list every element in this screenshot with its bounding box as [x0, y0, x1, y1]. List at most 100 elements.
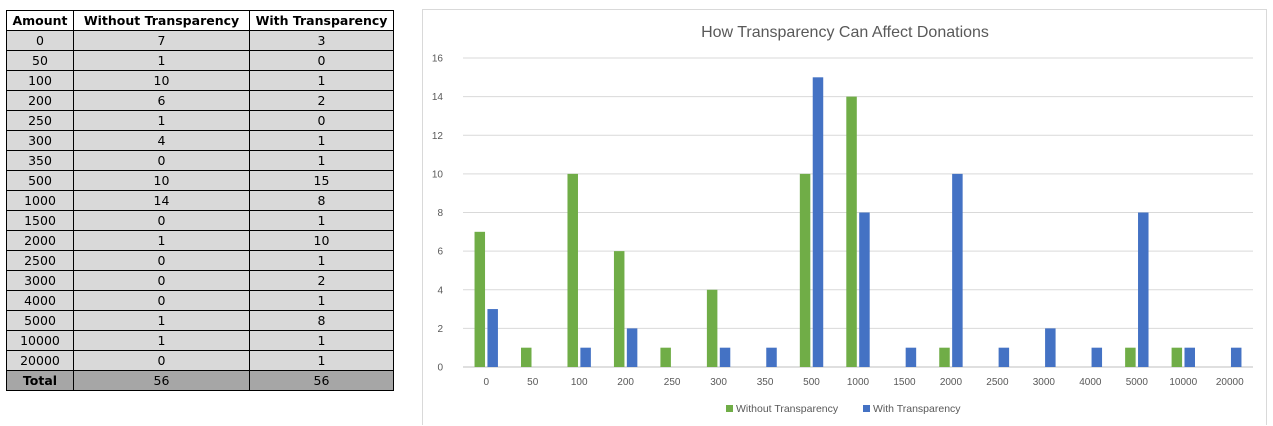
y-tick-label: 12	[432, 131, 444, 142]
bar-with-transparency	[487, 309, 498, 367]
cell-amount: 200	[6, 90, 74, 111]
table-body: 0 7 3 50 1 0 100 10 1 200 6 2 250 1 0 300 4 1 350 0 1 500 10 15…	[6, 30, 394, 391]
x-tick-label: 350	[757, 377, 774, 388]
x-tick-label: 500	[803, 377, 820, 388]
y-tick-label: 2	[437, 324, 443, 335]
cell-amount: 1000	[6, 190, 74, 211]
cell-amount: 10000	[6, 330, 74, 351]
table-row: 100 10 1	[6, 70, 394, 91]
table-row: 3000 0 2	[6, 270, 394, 291]
x-tick-label: 20000	[1216, 377, 1244, 388]
chart-title: How Transparency Can Affect Donations	[701, 24, 989, 41]
bar-with-transparency	[1045, 328, 1056, 367]
cell-with-transparency: 8	[249, 310, 394, 331]
y-tick-label: 4	[437, 285, 443, 296]
x-tick-label: 100	[571, 377, 588, 388]
cell-with-transparency: 1	[249, 130, 394, 151]
cell-without-transparency: 0	[73, 250, 250, 271]
table-row: 20000 0 1	[6, 350, 394, 371]
y-tick-label: 10	[432, 169, 444, 180]
cell-amount: 2000	[6, 230, 74, 251]
bar-with-transparency	[998, 347, 1010, 367]
table-row: 5000 1 8	[6, 310, 394, 331]
table-row: 500 10 15	[6, 170, 394, 191]
cell-with-transparency: 15	[249, 170, 394, 191]
total-without-transparency: 56	[73, 370, 250, 391]
bar-with-transparency	[859, 212, 870, 367]
bar-with-transparency	[1184, 347, 1195, 367]
table-row: 2500 0 1	[6, 250, 394, 271]
cell-amount: 2500	[6, 250, 74, 271]
x-tick-label: 3000	[1033, 377, 1056, 388]
cell-without-transparency: 10	[73, 170, 250, 191]
cell-amount: 0	[6, 30, 74, 51]
bar-without-transparency	[660, 347, 671, 367]
legend: Without Transparency With Transparency	[726, 403, 961, 415]
bar-without-transparency	[706, 289, 718, 367]
cell-without-transparency: 10	[73, 70, 250, 91]
cell-with-transparency: 2	[249, 90, 394, 111]
cell-amount: 5000	[6, 310, 74, 331]
y-tick-label: 8	[437, 208, 443, 219]
header-amount: Amount	[6, 10, 74, 31]
x-tick-label: 200	[617, 377, 634, 388]
table-row: 250 1 0	[6, 110, 394, 131]
total-label: Total	[6, 370, 74, 391]
table-row: 2000 1 10	[6, 230, 394, 251]
x-tick-label: 2500	[986, 377, 1009, 388]
x-tick-label: 10000	[1169, 377, 1197, 388]
cell-without-transparency: 0	[73, 350, 250, 371]
bar-without-transparency	[846, 96, 857, 367]
table-row: 350 0 1	[6, 150, 394, 171]
cell-amount: 4000	[6, 290, 74, 311]
x-tick-label: 4000	[1079, 377, 1102, 388]
table-row: 300 4 1	[6, 130, 394, 151]
cell-without-transparency: 0	[73, 210, 250, 231]
cell-with-transparency: 1	[249, 330, 394, 351]
table-row: 1000 14 8	[6, 190, 394, 211]
cell-with-transparency: 1	[249, 150, 394, 171]
cell-without-transparency: 1	[73, 50, 250, 71]
table-row: 1500 0 1	[6, 210, 394, 231]
legend-label: With Transparency	[873, 403, 961, 415]
cell-without-transparency: 0	[73, 150, 250, 171]
bar-with-transparency	[812, 77, 824, 367]
y-tick-label: 14	[432, 92, 444, 103]
bar-with-transparency	[1230, 347, 1242, 367]
y-tick-label: 16	[432, 54, 444, 65]
gridlines	[463, 57, 1253, 368]
cell-amount: 350	[6, 150, 74, 171]
bar-with-transparency	[626, 328, 638, 367]
x-tick-label: 1000	[847, 377, 870, 388]
donations-table: Amount Without Transparency With Transpa…	[6, 10, 394, 391]
cell-amount: 300	[6, 130, 74, 151]
legend-swatch	[726, 405, 733, 412]
cell-with-transparency: 2	[249, 270, 394, 291]
cell-with-transparency: 1	[249, 70, 394, 91]
cell-without-transparency: 1	[73, 110, 250, 131]
bar-with-transparency	[1091, 347, 1103, 367]
bar-without-transparency	[613, 251, 625, 367]
cell-with-transparency: 1	[249, 210, 394, 231]
cell-without-transparency: 6	[73, 90, 250, 111]
bar-without-transparency	[1171, 347, 1183, 367]
bar-with-transparency	[580, 347, 591, 367]
table-header-row: Amount Without Transparency With Transpa…	[6, 10, 394, 31]
cell-without-transparency: 4	[73, 130, 250, 151]
table-total-row: Total 56 56	[6, 370, 394, 391]
x-axis-ticks: 0 50 100 200 250 300 350 500 1000 1500 2000 2500 300…	[483, 377, 1244, 388]
cell-amount: 250	[6, 110, 74, 131]
bars	[474, 77, 1242, 367]
cell-with-transparency: 0	[249, 50, 394, 71]
bar-without-transparency	[1125, 347, 1136, 367]
table-row: 4000 0 1	[6, 290, 394, 311]
bar-with-transparency	[766, 347, 777, 367]
bar-without-transparency	[939, 347, 950, 367]
x-tick-label: 2000	[940, 377, 963, 388]
cell-without-transparency: 0	[73, 290, 250, 311]
legend-swatch	[863, 405, 870, 412]
bar-without-transparency	[521, 347, 532, 367]
cell-without-transparency: 14	[73, 190, 250, 211]
header-without-transparency: Without Transparency	[73, 10, 250, 31]
